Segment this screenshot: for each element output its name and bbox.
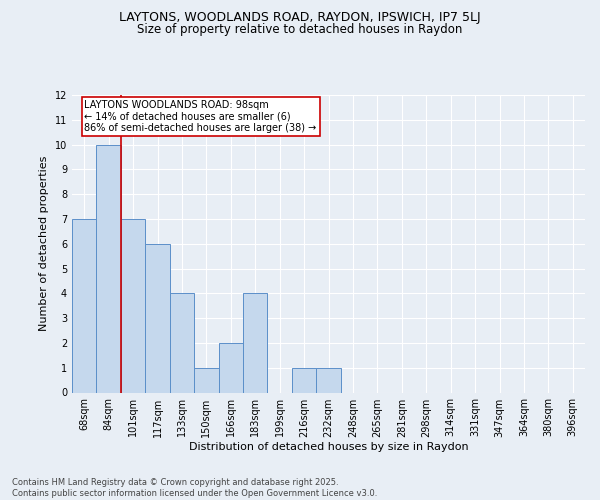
Bar [170, 294, 194, 392]
Y-axis label: Number of detached properties: Number of detached properties [39, 156, 49, 332]
Bar [72, 219, 97, 392]
Bar [97, 144, 121, 392]
Bar [121, 219, 145, 392]
Bar [243, 294, 268, 392]
Bar [194, 368, 218, 392]
Bar [145, 244, 170, 392]
X-axis label: Distribution of detached houses by size in Raydon: Distribution of detached houses by size … [188, 442, 469, 452]
Text: LAYTONS, WOODLANDS ROAD, RAYDON, IPSWICH, IP7 5LJ: LAYTONS, WOODLANDS ROAD, RAYDON, IPSWICH… [119, 11, 481, 24]
Text: Contains HM Land Registry data © Crown copyright and database right 2025.
Contai: Contains HM Land Registry data © Crown c… [12, 478, 377, 498]
Bar [218, 343, 243, 392]
Bar [316, 368, 341, 392]
Text: Size of property relative to detached houses in Raydon: Size of property relative to detached ho… [137, 22, 463, 36]
Text: LAYTONS WOODLANDS ROAD: 98sqm
← 14% of detached houses are smaller (6)
86% of se: LAYTONS WOODLANDS ROAD: 98sqm ← 14% of d… [85, 100, 317, 133]
Bar [292, 368, 316, 392]
